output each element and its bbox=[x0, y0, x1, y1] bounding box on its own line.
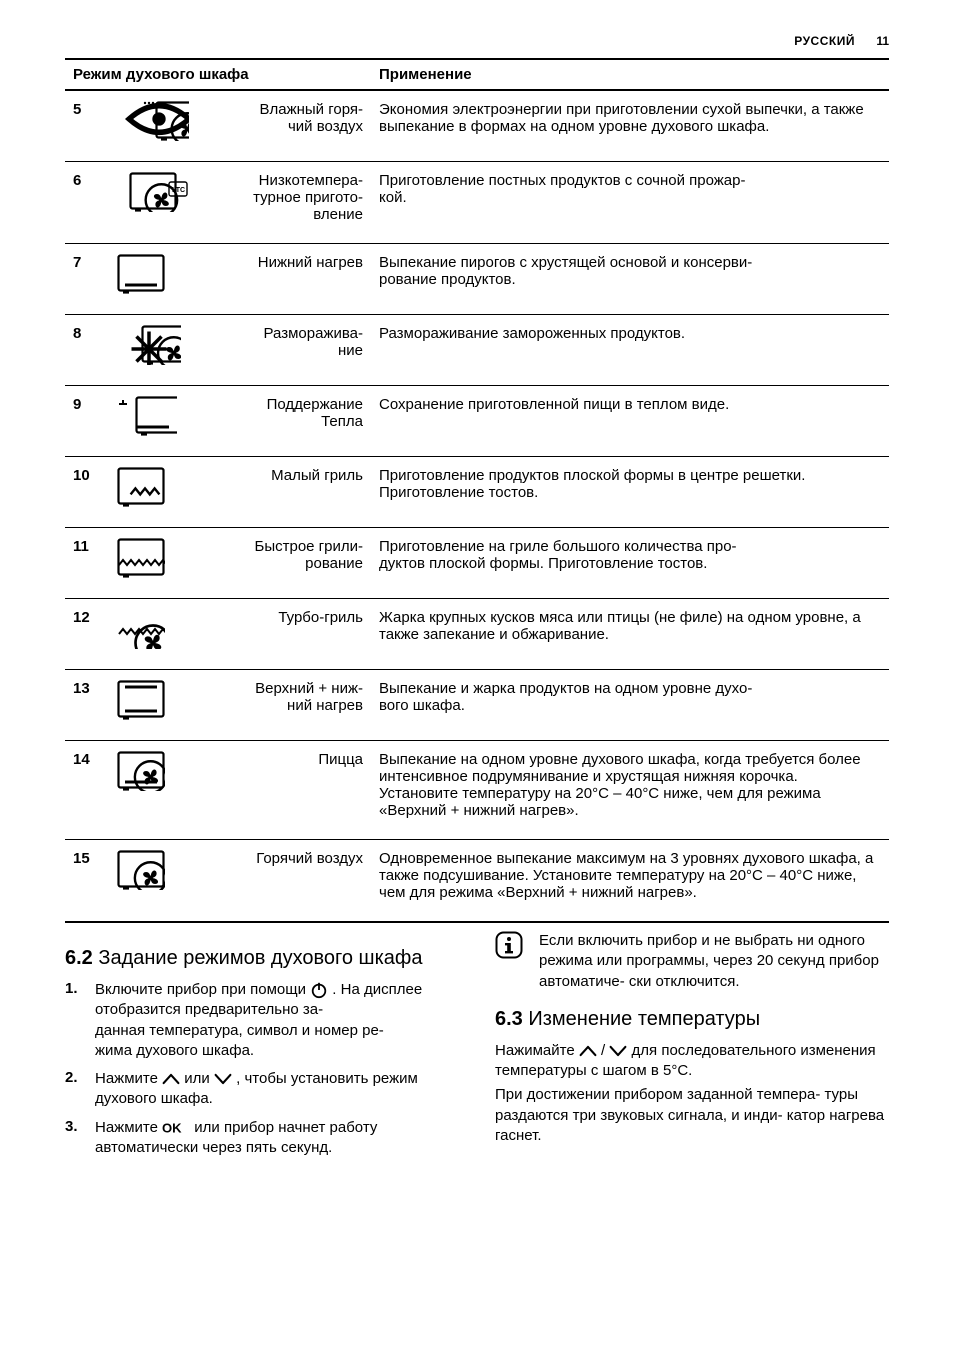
step-text: Включите прибор при помощи . На дисплее … bbox=[95, 980, 459, 1061]
step-text: Нажмите или , чтобы установить режим дух… bbox=[95, 1069, 459, 1110]
table-row: 10 Малый грильПриготовление продуктов пло… bbox=[65, 457, 889, 528]
defrost-icon bbox=[109, 315, 205, 386]
row-number: 13 bbox=[65, 670, 109, 741]
row-number: 15 bbox=[65, 840, 109, 923]
mode-description: Приготовление постных продуктов с сочной… bbox=[371, 162, 889, 244]
mode-name: Поддержание Тепла bbox=[205, 386, 371, 457]
mode-description: Приготовление продуктов плоской формы в … bbox=[371, 457, 889, 528]
mode-name: Быстрое грили- рование bbox=[205, 528, 371, 599]
up-icon bbox=[162, 1073, 180, 1085]
step-text: Нажмите или прибор начнет работу автомат… bbox=[95, 1118, 459, 1159]
ok-icon bbox=[162, 1121, 190, 1135]
header-language: РУССКИЙ bbox=[794, 34, 855, 48]
row-number: 5 bbox=[65, 90, 109, 162]
step-number: 2. bbox=[65, 1069, 95, 1110]
table-row: 13 Верхний + ниж- ний нагревВыпекание и ж… bbox=[65, 670, 889, 741]
section-6-3-p2: При достижении прибором заданной темпера… bbox=[495, 1085, 889, 1146]
fast-grill-icon bbox=[109, 528, 205, 599]
mode-name: Малый гриль bbox=[205, 457, 371, 528]
section-6-3-p1: Нажимайте / для последовательного измене… bbox=[495, 1041, 889, 1082]
info-note-text: Если включить прибор и не выбрать ни одн… bbox=[539, 931, 889, 992]
mode-description: Выпекание пирогов с хрустящей основой и … bbox=[371, 244, 889, 315]
down-icon bbox=[609, 1045, 627, 1057]
mode-name: Турбо-гриль bbox=[205, 599, 371, 670]
row-number: 9 bbox=[65, 386, 109, 457]
table-row: 5 Влажный горя- чий воздухЭкономия электр… bbox=[65, 90, 889, 162]
table-row: 12 Турбо-грильЖарка крупных кусков мяса и… bbox=[65, 599, 889, 670]
page-header: РУССКИЙ 11 bbox=[65, 34, 889, 48]
up-icon bbox=[579, 1045, 597, 1057]
mode-name: Верхний + ниж- ний нагрев bbox=[205, 670, 371, 741]
mode-name: Нижний нагрев bbox=[205, 244, 371, 315]
section-6-3-title: 6.3 Изменение температуры bbox=[495, 1008, 889, 1031]
table-row: 15 Горячий воздухОдновременное выпекание … bbox=[65, 840, 889, 923]
mode-name: Пицца bbox=[205, 741, 371, 840]
col-mode-header: Режим духового шкафа bbox=[65, 59, 371, 90]
pizza-icon bbox=[109, 741, 205, 840]
row-number: 12 bbox=[65, 599, 109, 670]
step-number: 3. bbox=[65, 1118, 95, 1159]
list-item: 1.Включите прибор при помощи . На диспле… bbox=[65, 980, 459, 1061]
section-6-2-title: 6.2 Задание режимов духового шкафа bbox=[65, 947, 459, 970]
table-row: 7 Нижний нагревВыпекание пирогов с хрустя… bbox=[65, 244, 889, 315]
mode-description: Экономия электроэнергии при приготовлени… bbox=[371, 90, 889, 162]
hot-air-icon bbox=[109, 840, 205, 923]
table-row: 6 Низкотемпера- турное пригото- влениеПри… bbox=[65, 162, 889, 244]
list-item: 3.Нажмите или прибор начнет работу автом… bbox=[65, 1118, 459, 1159]
moist-hot-air-icon bbox=[109, 90, 205, 162]
power-icon bbox=[310, 981, 328, 999]
table-row: 9 Поддержание ТеплаСохранение приготовлен… bbox=[65, 386, 889, 457]
table-row: 14 ПиццаВыпекание на одном уровне духовог… bbox=[65, 741, 889, 840]
mode-description: Размораживание замороженных продуктов. bbox=[371, 315, 889, 386]
mode-description: Одновременное выпекание максимум на 3 ур… bbox=[371, 840, 889, 923]
mode-description: Сохранение приготовленной пищи в теплом … bbox=[371, 386, 889, 457]
keep-warm-icon bbox=[109, 386, 205, 457]
col-use-header: Применение bbox=[371, 59, 889, 90]
mode-description: Выпекание и жарка продуктов на одном уро… bbox=[371, 670, 889, 741]
row-number: 8 bbox=[65, 315, 109, 386]
list-item: 2.Нажмите или , чтобы установить режим д… bbox=[65, 1069, 459, 1110]
mode-name: Разморажива- ние bbox=[205, 315, 371, 386]
oven-modes-table: Режим духового шкафа Применение 5 Влажный… bbox=[65, 58, 889, 923]
mode-name: Влажный горя- чий воздух bbox=[205, 90, 371, 162]
info-icon bbox=[495, 931, 525, 963]
row-number: 14 bbox=[65, 741, 109, 840]
mode-description: Выпекание на одном уровне духового шкафа… bbox=[371, 741, 889, 840]
row-number: 7 bbox=[65, 244, 109, 315]
row-number: 11 bbox=[65, 528, 109, 599]
mode-description: Приготовление на гриле большого количест… bbox=[371, 528, 889, 599]
low-temp-cooking-icon bbox=[109, 162, 205, 244]
bottom-heat-icon bbox=[109, 244, 205, 315]
small-grill-icon bbox=[109, 457, 205, 528]
header-page-number: 11 bbox=[876, 34, 889, 48]
mode-description: Жарка крупных кусков мяса или птицы (не … bbox=[371, 599, 889, 670]
steps-list-6-2: 1.Включите прибор при помощи . На диспле… bbox=[65, 980, 459, 1158]
row-number: 6 bbox=[65, 162, 109, 244]
mode-name: Горячий воздух bbox=[205, 840, 371, 923]
table-row: 8 Разморажива- ниеРазмораживание замороже… bbox=[65, 315, 889, 386]
mode-name: Низкотемпера- турное пригото- вление bbox=[205, 162, 371, 244]
table-row: 11 Быстрое грили- рованиеПриготовление на… bbox=[65, 528, 889, 599]
down-icon bbox=[214, 1073, 232, 1085]
step-number: 1. bbox=[65, 980, 95, 1061]
turbo-grill-icon bbox=[109, 599, 205, 670]
row-number: 10 bbox=[65, 457, 109, 528]
top-bottom-heat-icon bbox=[109, 670, 205, 741]
info-note: Если включить прибор и не выбрать ни одн… bbox=[495, 931, 889, 992]
